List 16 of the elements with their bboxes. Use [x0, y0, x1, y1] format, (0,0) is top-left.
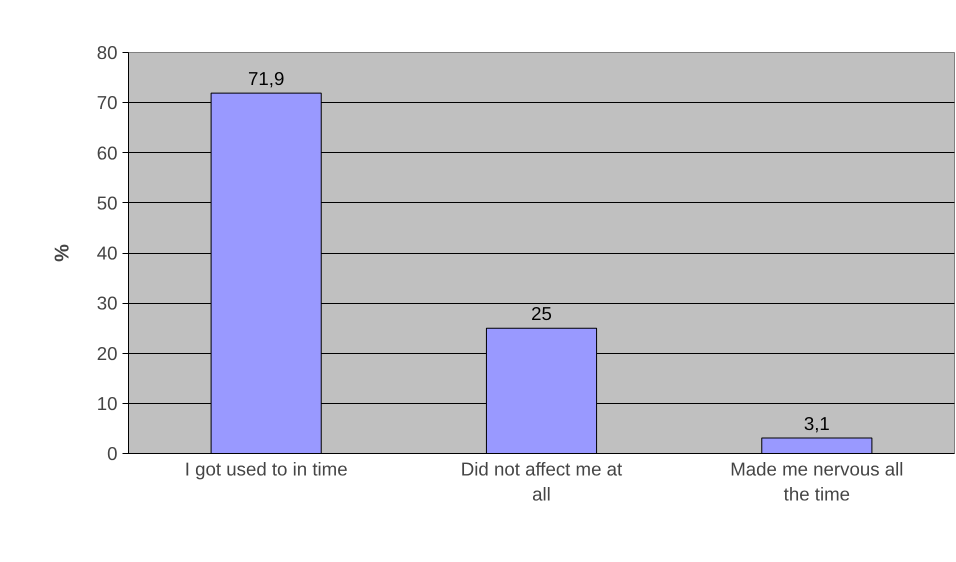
data-label: 25: [531, 303, 552, 324]
y-tick-label: 0: [107, 443, 118, 464]
x-tick-label: I got used to in time: [184, 458, 348, 480]
data-label: 71,9: [248, 68, 284, 90]
data-label: 3,1: [804, 412, 830, 434]
y-tick-label: 60: [96, 142, 118, 164]
y-tick-label: 50: [96, 192, 118, 214]
y-tick-label: 30: [96, 292, 118, 314]
y-tick-label: 40: [96, 242, 118, 264]
y-tick-label: 10: [96, 392, 118, 414]
x-tick-label: Made me nervous all the time: [730, 458, 904, 505]
y-tick-label: 20: [96, 342, 118, 364]
y-axis-title: %: [52, 244, 74, 262]
x-tick-label: Did not affect me at all: [460, 458, 624, 505]
y-tick-label: 70: [96, 92, 118, 114]
y-tick-label: 80: [96, 42, 118, 63]
